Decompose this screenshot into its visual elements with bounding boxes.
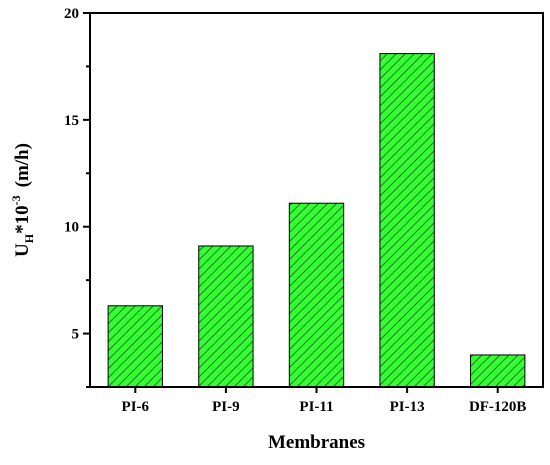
y-axis-ticks: 5 10 15 20 xyxy=(64,6,90,388)
x-tick-label: PI-11 xyxy=(299,399,333,415)
x-axis-ticks: PI-6 PI-9 PI-11 PI-13 DF-120B xyxy=(122,387,527,415)
bar-pi-13 xyxy=(379,53,435,388)
bar-df-120b xyxy=(470,354,526,388)
y-tick-label: 15 xyxy=(64,113,79,129)
y-tick-label: 20 xyxy=(64,6,79,22)
y-tick-label: 5 xyxy=(72,327,80,343)
bar-pi-6 xyxy=(107,305,163,388)
y-axis-title-subscript: H xyxy=(22,233,36,243)
bar-pi-9 xyxy=(198,245,254,388)
x-tick-label: PI-13 xyxy=(390,399,425,415)
plot-frame xyxy=(89,12,544,388)
y-axis-title-superscript: -3 xyxy=(9,195,23,205)
y-axis-title-unit: (m/h) xyxy=(12,143,33,187)
bar-pi-11 xyxy=(288,202,345,388)
x-tick-label: PI-6 xyxy=(122,399,150,415)
x-tick-label: PI-9 xyxy=(212,399,240,415)
x-axis-title: Membranes xyxy=(268,432,365,453)
y-tick-label: 10 xyxy=(64,220,79,236)
x-tick-label: DF-120B xyxy=(469,399,527,415)
y-axis-title-base: U xyxy=(12,243,33,257)
y-axis-title-middle: *10 xyxy=(12,205,33,234)
bars-group xyxy=(107,53,526,388)
y-axis-title: UH*10-3 (m/h) xyxy=(9,143,36,257)
